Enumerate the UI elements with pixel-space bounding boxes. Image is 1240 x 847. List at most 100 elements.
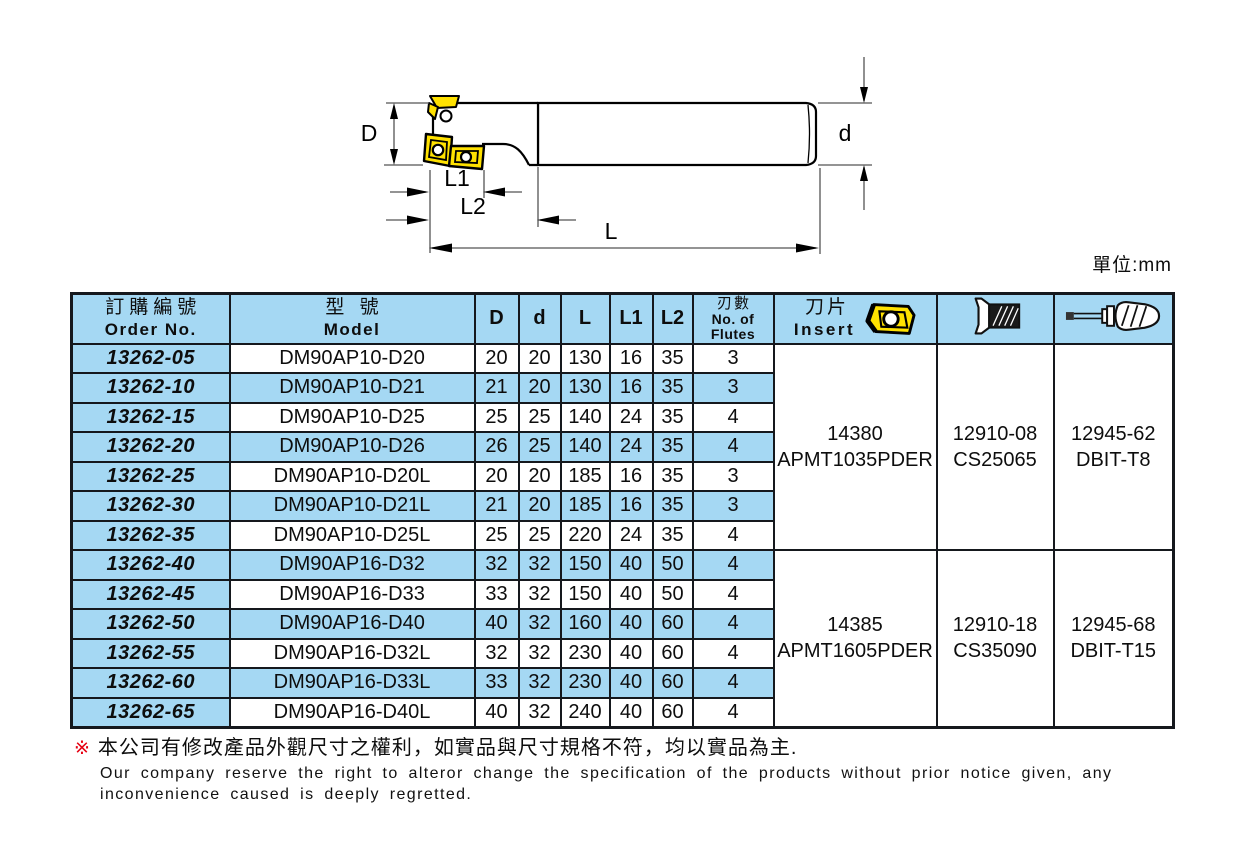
d-cell: 25 bbox=[517, 519, 562, 551]
header-D: D bbox=[473, 292, 520, 345]
flutes-cell: 4 bbox=[691, 578, 775, 610]
flutes-cell: 4 bbox=[691, 696, 775, 728]
milling-insert-icon bbox=[865, 302, 916, 335]
table-row: 13262-55 DM90AP16-D32L 32 32 230 40 60 4 bbox=[70, 637, 1174, 669]
dimension-labels: D d L1 L2 L bbox=[361, 120, 852, 244]
model-cell: DM90AP10-D20 bbox=[228, 342, 476, 374]
L2-cell: 50 bbox=[651, 578, 694, 610]
table-row: 13262-30 DM90AP10-D21L 21 20 185 16 35 3 bbox=[70, 490, 1174, 522]
D-cell: 40 bbox=[473, 608, 520, 640]
L1-cell: 16 bbox=[608, 372, 654, 404]
flutes-cell: 3 bbox=[691, 460, 775, 492]
driver-part-cell: 12945-68 DBIT-T15 bbox=[1052, 549, 1175, 728]
L1-cell: 40 bbox=[608, 608, 654, 640]
order-cell: 13262-35 bbox=[70, 519, 231, 551]
L1-cell: 24 bbox=[608, 401, 654, 433]
table-row: 13262-50 DM90AP16-D40 40 32 160 40 60 4 bbox=[70, 608, 1174, 640]
table-row: 13262-15 DM90AP10-D25 25 25 140 24 35 4 bbox=[70, 401, 1174, 433]
header-model: 型 號 Model bbox=[228, 292, 476, 345]
table-row: 13262-65 DM90AP16-D40L 40 32 240 40 60 4 bbox=[70, 696, 1174, 728]
footnote-english-line1: Our company reserve the right to alteror… bbox=[100, 765, 1113, 782]
model-cell: DM90AP16-D32L bbox=[228, 637, 476, 669]
L2-cell: 35 bbox=[651, 431, 694, 463]
D-cell: 25 bbox=[473, 519, 520, 551]
L2-cell: 35 bbox=[651, 342, 694, 374]
D-cell: 20 bbox=[473, 460, 520, 492]
d-cell: 32 bbox=[517, 608, 562, 640]
table-row: 13262-40 DM90AP16-D32 32 32 150 40 50 4 14385 APM… bbox=[70, 549, 1175, 728]
order-cell: 13262-05 bbox=[70, 342, 231, 374]
L1-cell: 40 bbox=[608, 578, 654, 610]
countersunk-screw-icon bbox=[974, 297, 1021, 335]
order-cell: 13262-55 bbox=[70, 637, 231, 669]
d-cell: 20 bbox=[517, 372, 562, 404]
L-cell: 230 bbox=[559, 667, 611, 699]
L1-cell: 40 bbox=[608, 637, 654, 669]
d-cell: 32 bbox=[517, 578, 562, 610]
header-d: d bbox=[517, 292, 562, 345]
header-L: L bbox=[559, 292, 611, 345]
flutes-cell: 3 bbox=[691, 372, 775, 404]
flutes-cell: 4 bbox=[691, 667, 775, 699]
L-cell: 160 bbox=[559, 608, 611, 640]
insert-part-cell: 14385 APMT1605PDER bbox=[772, 549, 938, 728]
d-cell: 20 bbox=[517, 342, 562, 374]
spec-table: 訂購編號 Order No. 型 號 Model D d L L1 L2 刃數 … bbox=[70, 292, 1175, 729]
L2-cell: 35 bbox=[651, 460, 694, 492]
L1-cell: 40 bbox=[608, 549, 654, 581]
D-cell: 20 bbox=[473, 342, 520, 374]
D-cell: 33 bbox=[473, 667, 520, 699]
L-cell: 240 bbox=[559, 696, 611, 728]
footnote-marker: ※ bbox=[74, 738, 90, 759]
model-cell: DM90AP10-D26 bbox=[228, 431, 476, 463]
d-cell: 32 bbox=[517, 549, 562, 581]
flutes-cell: 4 bbox=[691, 401, 775, 433]
L-cell: 185 bbox=[559, 490, 611, 522]
tool-shank bbox=[536, 101, 818, 167]
flutes-cell: 4 bbox=[691, 549, 775, 581]
flutes-cell: 4 bbox=[691, 519, 775, 551]
d-cell: 25 bbox=[517, 431, 562, 463]
L1-cell: 24 bbox=[608, 431, 654, 463]
model-cell: DM90AP10-D21 bbox=[228, 372, 476, 404]
footnote: ※ 本公司有修改產品外觀尺寸之權利，如實品與尺寸規格不符，均以實品為主. Our… bbox=[74, 737, 1194, 805]
dim-label-L2: L2 bbox=[460, 193, 486, 219]
dim-label-L1: L1 bbox=[444, 165, 470, 191]
spec-table-body: 13262-05 DM90AP10-D20 20 20 130 16 35 3 14380 APM… bbox=[70, 342, 1175, 728]
order-cell: 13262-15 bbox=[70, 401, 231, 433]
insert-top-icon bbox=[427, 95, 460, 123]
order-cell: 13262-20 bbox=[70, 431, 231, 463]
table-row: 13262-45 DM90AP16-D33 33 32 150 40 50 4 bbox=[70, 578, 1174, 610]
header-driver bbox=[1052, 292, 1175, 345]
table-row: 13262-05 DM90AP10-D20 20 20 130 16 35 3 14380 APM… bbox=[70, 342, 1175, 551]
D-cell: 32 bbox=[473, 637, 520, 669]
technical-drawing: D d L1 L2 L bbox=[0, 0, 1240, 290]
footnote-chinese: 本公司有修改產品外觀尺寸之權利，如實品與尺寸規格不符，均以實品為主. bbox=[97, 737, 798, 759]
flutes-cell: 3 bbox=[691, 490, 775, 522]
order-cell: 13262-30 bbox=[70, 490, 231, 522]
dim-label-D: D bbox=[361, 120, 378, 146]
flutes-cell: 4 bbox=[691, 431, 775, 463]
L1-cell: 40 bbox=[608, 696, 654, 728]
model-cell: DM90AP16-D33 bbox=[228, 578, 476, 610]
model-cell: DM90AP16-D40 bbox=[228, 608, 476, 640]
table-row: 13262-20 DM90AP10-D26 26 25 140 24 35 4 bbox=[70, 431, 1174, 463]
L2-cell: 35 bbox=[651, 519, 694, 551]
screw-part-cell: 12910-08 CS25065 bbox=[935, 342, 1055, 551]
D-cell: 21 bbox=[473, 490, 520, 522]
end-mill-drawing: D d L1 L2 L bbox=[361, 57, 872, 254]
header-flutes: 刃數 No. of Flutes bbox=[691, 292, 775, 345]
header-insert: 刀片 Insert bbox=[772, 292, 938, 345]
L-cell: 185 bbox=[559, 460, 611, 492]
L2-cell: 60 bbox=[651, 667, 694, 699]
L2-cell: 60 bbox=[651, 696, 694, 728]
D-cell: 40 bbox=[473, 696, 520, 728]
d-cell: 20 bbox=[517, 460, 562, 492]
model-cell: DM90AP16-D32 bbox=[228, 549, 476, 581]
model-cell: DM90AP10-D20L bbox=[228, 460, 476, 492]
spec-table-wrap: 訂購編號 Order No. 型 號 Model D d L L1 L2 刃數 … bbox=[70, 292, 1175, 729]
L2-cell: 35 bbox=[651, 490, 694, 522]
L1-cell: 40 bbox=[608, 667, 654, 699]
header-row: 訂購編號 Order No. 型 號 Model D d L L1 L2 刃數 … bbox=[70, 292, 1175, 345]
L2-cell: 50 bbox=[651, 549, 694, 581]
